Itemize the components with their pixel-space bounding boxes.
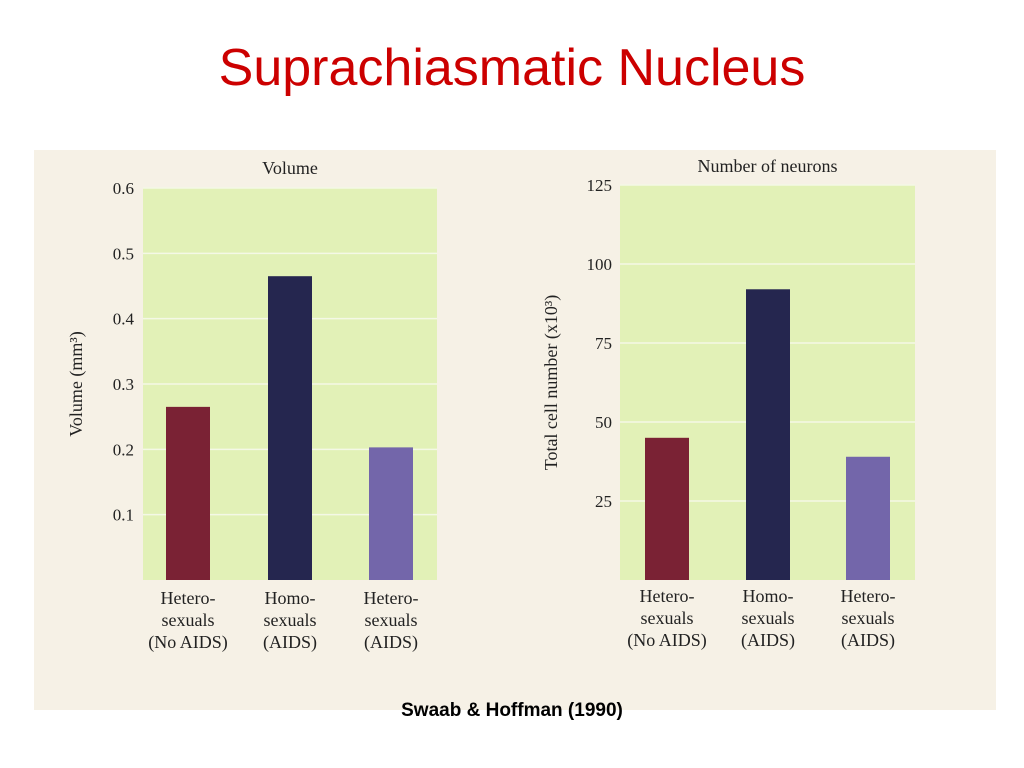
- y-tick-label: 0.5: [113, 244, 134, 263]
- chart-1: 0.1 0.2 0.3 0.4 0.5 0.6 Hetero-sexuals (No AIDS…: [66, 158, 437, 653]
- category-label: Hetero-sexuals (No AIDS): [627, 586, 707, 651]
- category-label: Homo-sexuals (AIDS): [741, 586, 795, 651]
- bar-1: [645, 437, 689, 580]
- y-axis-label: Total cell number (x10³): [541, 295, 562, 471]
- category-label: Hetero-sexuals (No AIDS): [148, 588, 228, 653]
- y-tick-label: 0.4: [113, 310, 135, 329]
- y-tick-label: 0.3: [113, 375, 134, 394]
- category-label: Homo-sexuals (AIDS): [263, 588, 317, 653]
- y-tick-label: 125: [587, 176, 613, 195]
- y-tick-label: 75: [595, 334, 612, 353]
- bar-2: [746, 289, 790, 580]
- bar-3: [369, 447, 413, 580]
- y-tick-label: 0.1: [113, 506, 134, 525]
- chart-2: 25 50 75 100 125 Hetero-sexuals (No AIDS) Homo-…: [541, 156, 915, 651]
- y-tick-label: 100: [587, 255, 613, 274]
- citation: Swaab & Hoffman (1990): [401, 700, 623, 721]
- chart-title: Volume: [262, 158, 318, 178]
- y-tick-label: 0.2: [113, 440, 134, 459]
- bar-3: [846, 456, 890, 580]
- category-label: Hetero-sexuals (AIDS): [841, 586, 896, 651]
- bar-1: [166, 406, 210, 580]
- bar-2: [268, 276, 312, 580]
- chart-title: Number of neurons: [698, 156, 838, 176]
- y-tick-label: 25: [595, 492, 612, 511]
- y-axis-label: Volume (mm³): [66, 331, 87, 437]
- slide-title: Suprachiasmatic Nucleus: [218, 39, 806, 97]
- y-tick-label: 0.6: [113, 179, 134, 198]
- category-label: Hetero-sexuals (AIDS): [364, 588, 419, 653]
- y-tick-label: 50: [595, 413, 612, 432]
